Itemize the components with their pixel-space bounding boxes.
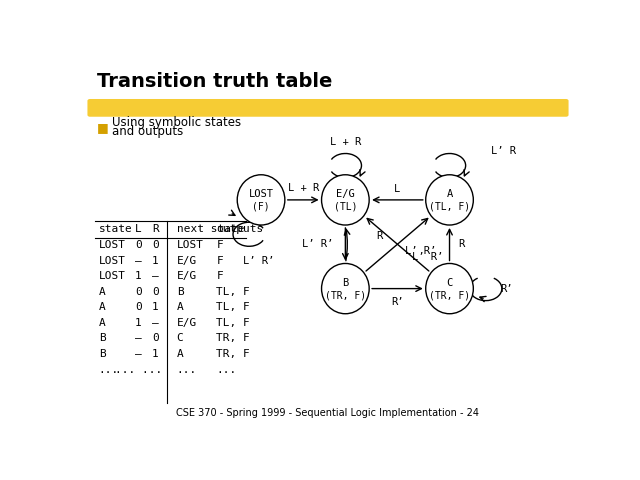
Text: and outputs: and outputs xyxy=(112,125,184,138)
Text: 0: 0 xyxy=(152,334,159,344)
Text: (TR, F): (TR, F) xyxy=(429,290,470,300)
Text: ...: ... xyxy=(216,364,237,374)
Text: R: R xyxy=(152,225,159,234)
Text: –: – xyxy=(152,271,159,281)
Text: A: A xyxy=(177,349,184,359)
Text: L: L xyxy=(135,225,142,234)
Text: B: B xyxy=(177,287,184,297)
Text: L + R: L + R xyxy=(330,137,361,147)
Text: B: B xyxy=(99,334,106,344)
Text: ■: ■ xyxy=(97,121,109,134)
Text: TL, F: TL, F xyxy=(216,287,250,297)
Ellipse shape xyxy=(426,175,474,225)
Text: 0: 0 xyxy=(135,287,142,297)
Ellipse shape xyxy=(426,264,474,314)
Text: outputs: outputs xyxy=(216,225,264,234)
Text: 1: 1 xyxy=(152,349,159,359)
Text: L’ R: L’ R xyxy=(491,145,516,156)
Text: (TR, F): (TR, F) xyxy=(324,290,366,300)
Text: R: R xyxy=(458,239,465,249)
Text: –: – xyxy=(152,318,159,328)
Text: LOST: LOST xyxy=(99,240,126,251)
Text: R’: R’ xyxy=(391,297,404,307)
Text: L’ R’: L’ R’ xyxy=(243,256,274,266)
Text: (TL, F): (TL, F) xyxy=(429,202,470,212)
Text: C: C xyxy=(177,334,184,344)
Text: (F): (F) xyxy=(252,202,270,212)
Text: LOST: LOST xyxy=(99,256,126,266)
Text: LOST: LOST xyxy=(248,189,273,199)
Text: R’: R’ xyxy=(500,284,513,294)
Ellipse shape xyxy=(321,175,369,225)
Text: L’ R’: L’ R’ xyxy=(412,252,444,262)
Text: LOST: LOST xyxy=(177,240,204,251)
Text: 1: 1 xyxy=(152,302,159,312)
Text: F: F xyxy=(216,271,223,281)
Text: –: – xyxy=(135,256,142,266)
Text: ...: ... xyxy=(177,364,197,374)
Ellipse shape xyxy=(321,264,369,314)
Text: L + R: L + R xyxy=(287,183,319,193)
Text: A: A xyxy=(99,287,106,297)
Text: 0: 0 xyxy=(152,287,159,297)
Text: F: F xyxy=(216,240,223,251)
Text: E/G: E/G xyxy=(177,318,197,328)
Text: A: A xyxy=(177,302,184,312)
Text: TR, F: TR, F xyxy=(216,334,250,344)
Text: E/G: E/G xyxy=(177,256,197,266)
Text: 1: 1 xyxy=(135,318,142,328)
Text: 0: 0 xyxy=(152,240,159,251)
Text: state: state xyxy=(99,225,132,234)
Text: –: – xyxy=(135,349,142,359)
Text: A: A xyxy=(99,318,106,328)
Text: R: R xyxy=(376,230,383,240)
Text: 1: 1 xyxy=(152,256,159,266)
Text: A: A xyxy=(99,302,106,312)
FancyBboxPatch shape xyxy=(88,99,568,117)
Text: B: B xyxy=(99,349,106,359)
Text: C: C xyxy=(446,278,452,288)
Text: ... ...: ... ... xyxy=(115,364,162,374)
Text: 0: 0 xyxy=(135,302,142,312)
Text: Transition truth table: Transition truth table xyxy=(97,72,333,91)
Text: ...: ... xyxy=(99,364,119,374)
Text: L: L xyxy=(394,184,401,194)
Ellipse shape xyxy=(237,175,285,225)
Text: B: B xyxy=(342,278,349,288)
Text: A: A xyxy=(446,189,452,199)
Text: F: F xyxy=(216,256,223,266)
Text: TL, F: TL, F xyxy=(216,318,250,328)
Text: E/G: E/G xyxy=(336,189,355,199)
Text: 1: 1 xyxy=(135,271,142,281)
Text: next state: next state xyxy=(177,225,244,234)
Text: (TL): (TL) xyxy=(333,202,357,212)
Text: L’ R’: L’ R’ xyxy=(301,239,333,249)
Text: CSE 370 - Spring 1999 - Sequential Logic Implementation - 24: CSE 370 - Spring 1999 - Sequential Logic… xyxy=(177,408,479,418)
Text: –: – xyxy=(135,334,142,344)
Text: TL, F: TL, F xyxy=(216,302,250,312)
Text: 0: 0 xyxy=(135,240,142,251)
Text: Using symbolic states: Using symbolic states xyxy=(112,116,241,129)
Text: L’ R’: L’ R’ xyxy=(405,246,436,256)
Text: E/G: E/G xyxy=(177,271,197,281)
Text: LOST: LOST xyxy=(99,271,126,281)
Text: TR, F: TR, F xyxy=(216,349,250,359)
